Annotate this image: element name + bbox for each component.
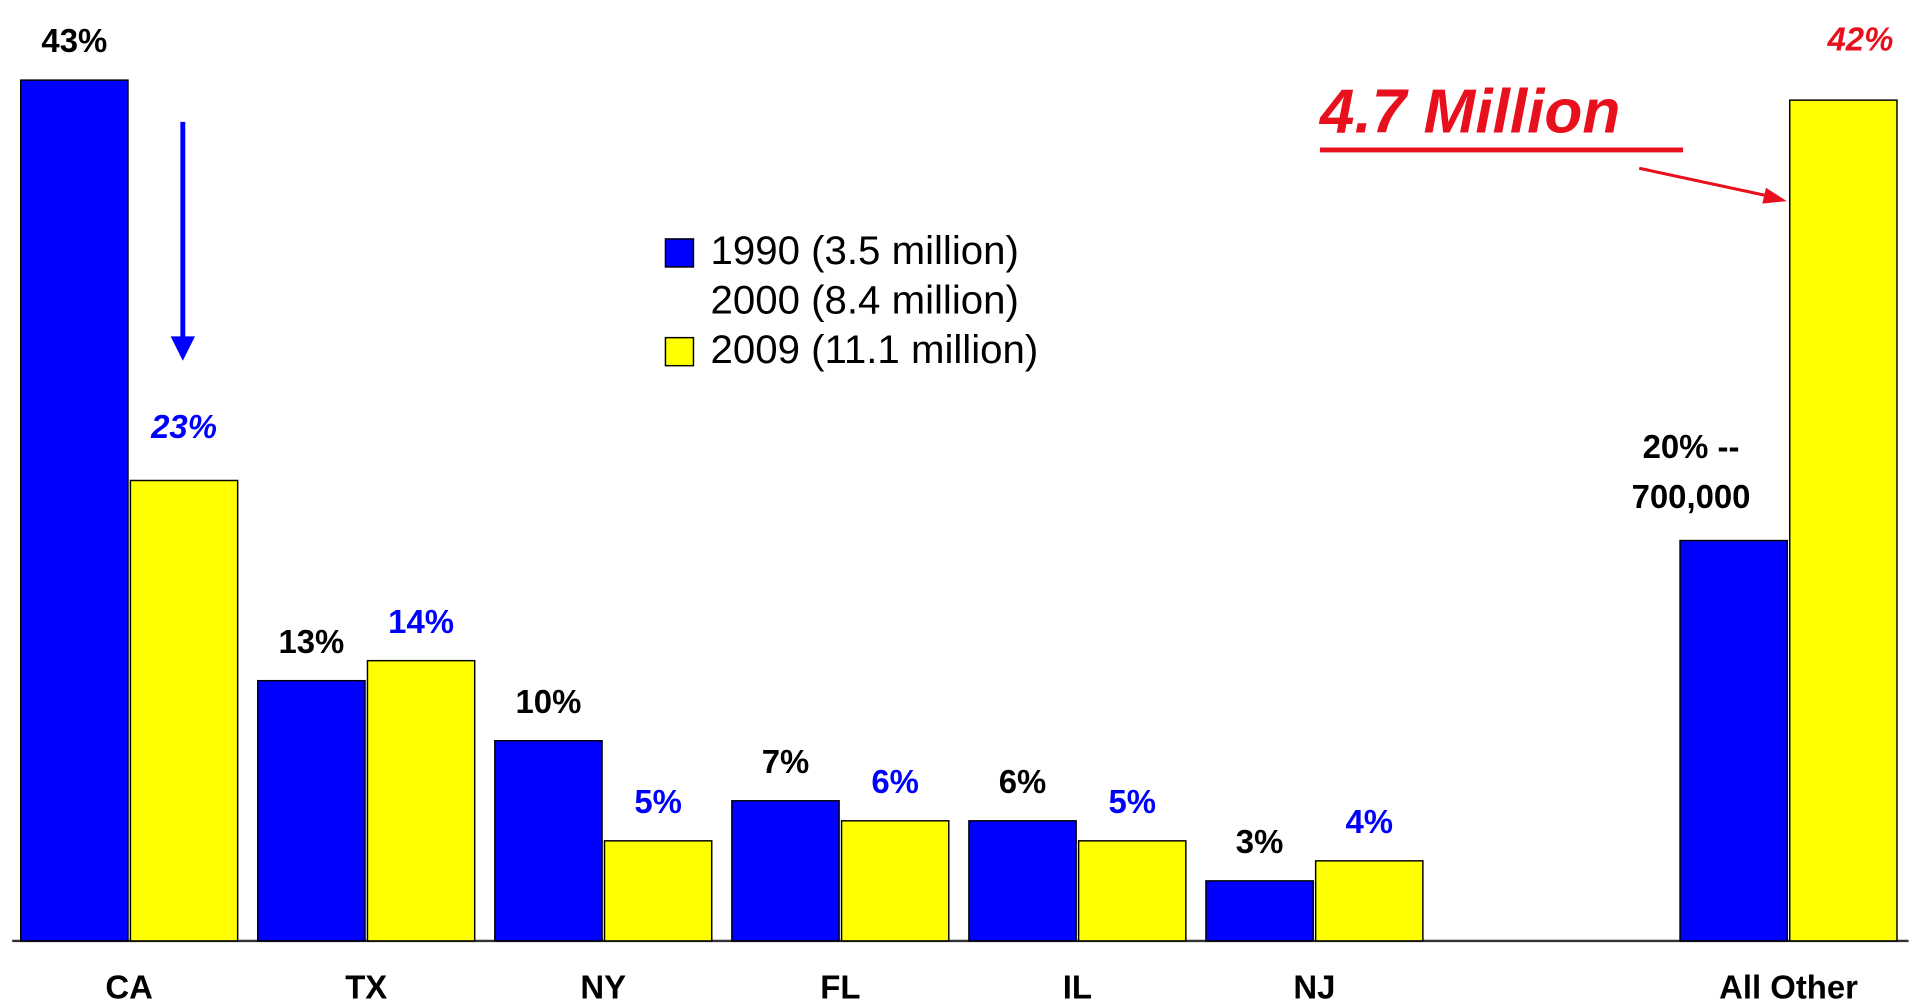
bar — [1077, 840, 1187, 942]
value-label: 4% — [1345, 803, 1393, 840]
bar — [19, 79, 129, 942]
bar — [366, 659, 476, 942]
bar — [494, 740, 603, 942]
x-tick-label: TX — [345, 968, 387, 1005]
bar — [129, 479, 239, 942]
value-label: 7% — [762, 743, 810, 780]
bar — [1789, 99, 1898, 942]
value-label: 23% — [150, 408, 217, 445]
legend-label: 2000 (8.4 million) — [711, 278, 1019, 323]
value-label: 6% — [999, 763, 1047, 800]
x-tick-label: FL — [820, 968, 860, 1005]
annotation-arrow — [1638, 166, 1770, 198]
bar — [731, 800, 840, 942]
legend-label: 2009 (11.1 million) — [711, 327, 1039, 372]
value-label: 13% — [278, 623, 344, 660]
bar — [1314, 860, 1424, 942]
x-tick-label: CA — [105, 968, 153, 1005]
value-label: 5% — [634, 783, 682, 820]
legend-label: 1990 (3.5 million) — [711, 228, 1019, 273]
annotation-arrow-head — [1762, 187, 1787, 204]
bar — [603, 840, 713, 942]
value-label: 20% --700,000 — [1632, 428, 1751, 515]
annotation: 4.7 Million — [1318, 77, 1620, 146]
value-label: 3% — [1236, 823, 1284, 860]
value-label: 42% — [1827, 20, 1894, 57]
trend-arrow-head — [170, 336, 195, 361]
value-label: 14% — [388, 603, 454, 640]
bar — [1679, 539, 1789, 942]
bar — [257, 679, 366, 942]
bar — [840, 820, 950, 942]
value-label: 10% — [516, 683, 582, 720]
bar — [1205, 880, 1314, 942]
x-tick-label: IL — [1063, 968, 1092, 1005]
x-tick-label: NY — [580, 968, 626, 1005]
bar — [968, 820, 1077, 942]
x-tick-label: NJ — [1293, 968, 1335, 1005]
x-tick-label: All Other — [1719, 968, 1858, 1005]
value-label: 43% — [41, 22, 107, 59]
legend-swatch — [665, 288, 694, 317]
legend-swatch — [664, 238, 695, 268]
legend-swatch — [664, 336, 695, 367]
value-label: 6% — [871, 763, 919, 800]
value-label: 5% — [1108, 783, 1156, 820]
